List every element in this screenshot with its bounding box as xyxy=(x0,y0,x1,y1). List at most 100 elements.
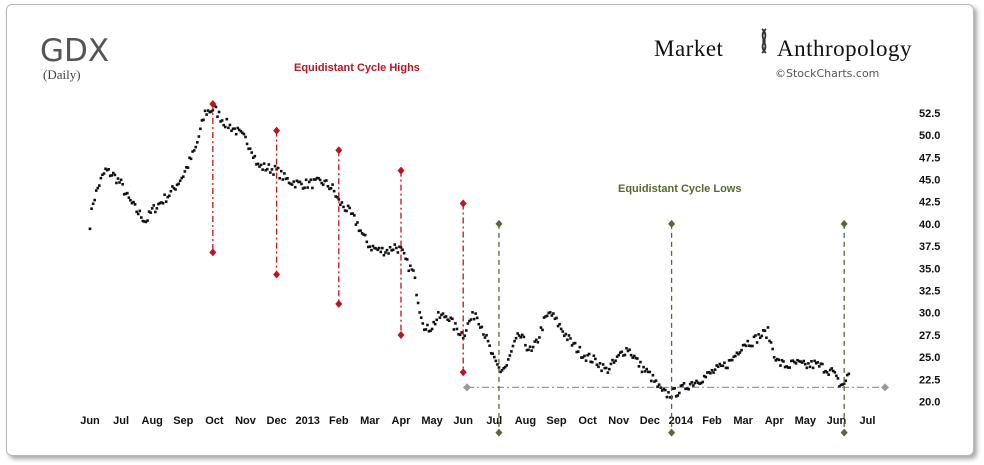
price-point xyxy=(186,166,190,169)
price-point xyxy=(133,203,137,206)
price-point xyxy=(359,229,362,232)
price-point xyxy=(562,334,566,338)
price-point xyxy=(152,204,156,207)
price-point xyxy=(721,364,725,368)
price-point xyxy=(363,233,367,237)
price-point xyxy=(373,246,376,250)
price-point xyxy=(491,352,495,355)
price-point xyxy=(178,179,182,183)
price-point xyxy=(657,383,661,386)
price-point xyxy=(639,360,642,364)
price-point xyxy=(239,129,243,133)
price-point xyxy=(129,199,132,202)
price-point xyxy=(769,341,773,344)
price-point xyxy=(771,347,774,351)
price-point xyxy=(290,183,294,186)
x-tick-label: 2013 xyxy=(295,415,319,427)
price-point xyxy=(191,150,194,153)
price-point xyxy=(116,177,120,180)
price-point xyxy=(303,186,306,190)
price-point xyxy=(536,340,540,344)
price-point xyxy=(586,353,589,357)
price-point xyxy=(368,245,372,248)
price-point xyxy=(734,354,737,358)
price-point xyxy=(695,379,698,383)
price-point xyxy=(304,178,308,182)
price-point xyxy=(499,370,502,374)
price-point xyxy=(244,135,247,139)
price-point xyxy=(632,354,636,358)
price-point xyxy=(813,359,816,363)
price-point xyxy=(530,349,533,352)
price-point xyxy=(704,375,708,379)
price-point xyxy=(828,368,832,372)
price-point xyxy=(311,186,314,190)
price-point xyxy=(264,168,268,172)
price-point xyxy=(231,127,235,131)
price-point xyxy=(485,333,488,337)
price-point xyxy=(486,339,490,343)
price-point xyxy=(160,201,163,204)
price-point xyxy=(326,184,330,188)
price-point xyxy=(673,386,676,390)
price-point xyxy=(426,323,429,327)
price-point xyxy=(102,172,106,175)
price-point xyxy=(466,322,470,325)
price-point xyxy=(817,365,821,368)
price-point xyxy=(824,369,827,373)
brand-market: Market xyxy=(654,36,724,61)
price-point xyxy=(287,181,291,185)
price-point xyxy=(432,320,435,324)
cycle-high-line-bottom-marker xyxy=(273,270,281,279)
cycle-high-line-top-marker xyxy=(273,126,281,135)
price-point xyxy=(177,182,180,186)
price-point xyxy=(286,177,289,180)
price-point xyxy=(524,343,527,347)
price-point xyxy=(222,123,226,127)
price-point xyxy=(377,246,381,250)
price-point xyxy=(724,366,728,370)
price-point xyxy=(611,358,614,362)
price-point xyxy=(269,171,272,174)
price-point xyxy=(219,120,222,123)
price-point xyxy=(382,253,386,257)
price-point xyxy=(393,243,397,246)
price-point xyxy=(118,181,121,184)
price-point xyxy=(651,373,655,377)
x-tick-label: Oct xyxy=(205,415,224,427)
price-point xyxy=(161,201,165,205)
price-point xyxy=(293,185,297,189)
price-point xyxy=(575,350,579,354)
price-point xyxy=(482,333,485,336)
price-point xyxy=(136,212,140,216)
price-point xyxy=(331,183,334,186)
cycle-high-line-top-marker xyxy=(209,100,217,108)
price-point xyxy=(468,319,471,323)
price-point xyxy=(242,132,246,136)
price-point xyxy=(474,312,477,315)
price-point xyxy=(502,366,505,370)
x-tick-label: Aug xyxy=(142,415,163,427)
price-point xyxy=(272,173,275,176)
x-tick-label: Jun xyxy=(80,415,100,427)
price-point xyxy=(391,248,395,252)
price-point xyxy=(126,191,129,195)
price-point xyxy=(273,164,277,168)
price-point xyxy=(365,240,369,244)
cycle-high-line-top-marker xyxy=(459,199,467,208)
price-point xyxy=(698,382,701,386)
price-point xyxy=(323,179,327,183)
price-point xyxy=(744,344,748,348)
price-point xyxy=(555,316,558,320)
y-tick-label: 45.0 xyxy=(919,175,940,187)
x-tick-label: Mar xyxy=(733,415,753,427)
y-tick-label: 30.0 xyxy=(919,308,940,320)
price-point xyxy=(334,195,337,198)
price-point xyxy=(730,358,734,362)
price-point xyxy=(292,180,296,183)
price-point xyxy=(169,189,173,193)
price-point xyxy=(825,370,829,374)
price-point xyxy=(446,318,449,321)
price-point xyxy=(844,379,848,383)
price-point xyxy=(200,119,204,122)
